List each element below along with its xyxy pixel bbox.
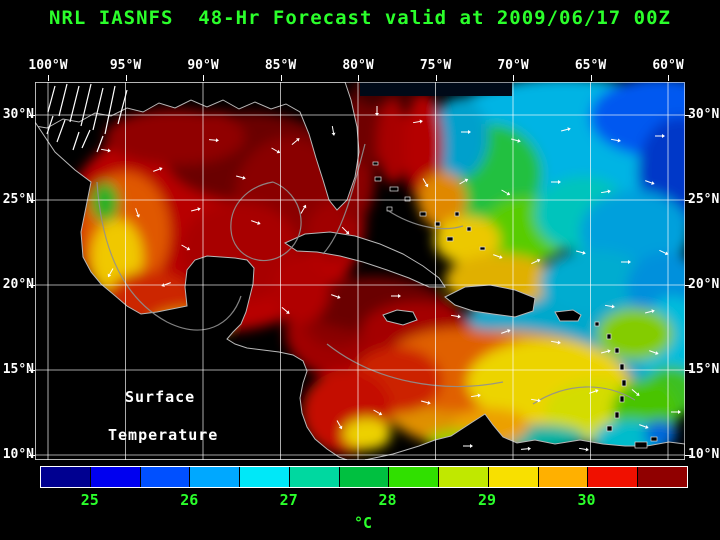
current-vector-arrows	[100, 106, 681, 452]
colorbar-segment	[339, 467, 390, 487]
graticule	[35, 82, 685, 460]
surface-label-line1: Surface	[125, 388, 196, 406]
lon-label: 65°W	[574, 58, 607, 73]
model-boundary-region	[360, 82, 512, 96]
island	[374, 176, 382, 182]
surface-label-line2: Temperature	[108, 426, 219, 444]
lat-label-right: 10°N	[688, 447, 720, 462]
lat-tick-left	[29, 115, 35, 116]
colorbar-unit-label: °C	[353, 514, 373, 532]
landmass-hispaniola	[444, 284, 536, 318]
lat-label-left: 25°N	[2, 192, 34, 207]
landmass-mexico-central-america	[35, 121, 348, 460]
colorbar-tick-label: 30	[577, 491, 596, 509]
lat-tick-left	[29, 285, 35, 286]
lon-label: 100°W	[28, 58, 68, 73]
lon-label: 70°W	[497, 58, 529, 73]
landmass-jamaica	[382, 309, 418, 326]
island	[594, 321, 600, 327]
lat-label-right: 30°N	[688, 107, 720, 122]
lon-tick	[358, 75, 359, 81]
lon-label: 90°W	[187, 58, 219, 73]
island	[389, 186, 399, 192]
colorbar-segment	[240, 467, 290, 487]
island	[466, 226, 472, 232]
colorbar-segment	[289, 467, 340, 487]
lat-label-right: 15°N	[688, 362, 720, 377]
island	[614, 347, 620, 354]
lat-tick-left	[29, 200, 35, 201]
colorbar-tick-label: 28	[378, 491, 397, 509]
lon-tick	[668, 75, 669, 81]
colorbar-tick-label: 25	[80, 491, 99, 509]
lat-tick-left	[29, 455, 35, 456]
lat-label-left: 20°N	[2, 277, 34, 292]
island	[434, 221, 441, 227]
lat-tick-right	[685, 115, 691, 116]
lat-label-right: 20°N	[688, 277, 720, 292]
colorbar-segment	[140, 467, 191, 487]
lon-label: 75°W	[419, 58, 452, 73]
lon-label: 85°W	[264, 58, 297, 73]
map-frame	[35, 82, 685, 460]
colorbar-segment	[41, 467, 91, 487]
island	[372, 161, 379, 166]
colorbar-tick-label: 27	[279, 491, 298, 509]
island	[619, 395, 625, 403]
landmass-cuba	[283, 231, 446, 288]
colorbar-segment	[439, 467, 489, 487]
landmass-puerto-rico	[554, 309, 582, 322]
temperature-colorbar	[40, 466, 688, 488]
colorbar-tick-label: 29	[478, 491, 497, 509]
landmass-north-america	[35, 82, 360, 211]
lat-tick-left	[29, 370, 35, 371]
lon-tick	[48, 75, 49, 81]
lon-tick	[435, 75, 437, 81]
land-masses	[35, 82, 685, 460]
island	[621, 379, 627, 387]
island	[419, 211, 427, 217]
lat-label-left: 30°N	[2, 107, 34, 122]
lat-tick-right	[685, 455, 691, 456]
colorbar-tick-label: 26	[180, 491, 199, 509]
island	[634, 441, 648, 449]
lon-label: 95°W	[109, 58, 142, 73]
lat-label-left: 10°N	[2, 447, 34, 462]
lon-label: 80°W	[342, 58, 374, 73]
colorbar-segment	[90, 467, 141, 487]
island	[454, 211, 460, 217]
island	[619, 363, 625, 371]
ssh-contours	[96, 143, 636, 405]
island	[606, 425, 613, 432]
lon-tick	[590, 75, 592, 81]
lat-tick-right	[685, 200, 691, 201]
island	[650, 436, 658, 442]
colorbar-segment	[538, 467, 589, 487]
colorbar-segment	[389, 467, 440, 487]
colorbar-segment	[488, 467, 539, 487]
colorbar-segment	[588, 467, 639, 487]
lon-tick	[125, 75, 127, 81]
lon-label: 60°W	[652, 58, 684, 73]
lat-label-right: 25°N	[688, 192, 720, 207]
lon-tick	[513, 75, 514, 81]
lat-label-left: 15°N	[2, 362, 34, 377]
plot-title: NRL IASNFS 48-Hr Forecast valid at 2009/…	[49, 7, 671, 29]
island	[479, 246, 486, 251]
lon-tick	[280, 75, 282, 81]
colorbar-segment	[638, 467, 687, 487]
island	[404, 196, 411, 202]
lat-tick-right	[685, 370, 691, 371]
lon-tick	[203, 75, 204, 81]
island	[446, 236, 454, 242]
sst-forecast-map	[35, 82, 685, 460]
colorbar-segment	[190, 467, 241, 487]
no-data-hatching	[46, 83, 128, 153]
landmass-south-america	[364, 413, 685, 460]
lat-tick-right	[685, 285, 691, 286]
island	[614, 411, 620, 419]
island	[606, 333, 612, 340]
